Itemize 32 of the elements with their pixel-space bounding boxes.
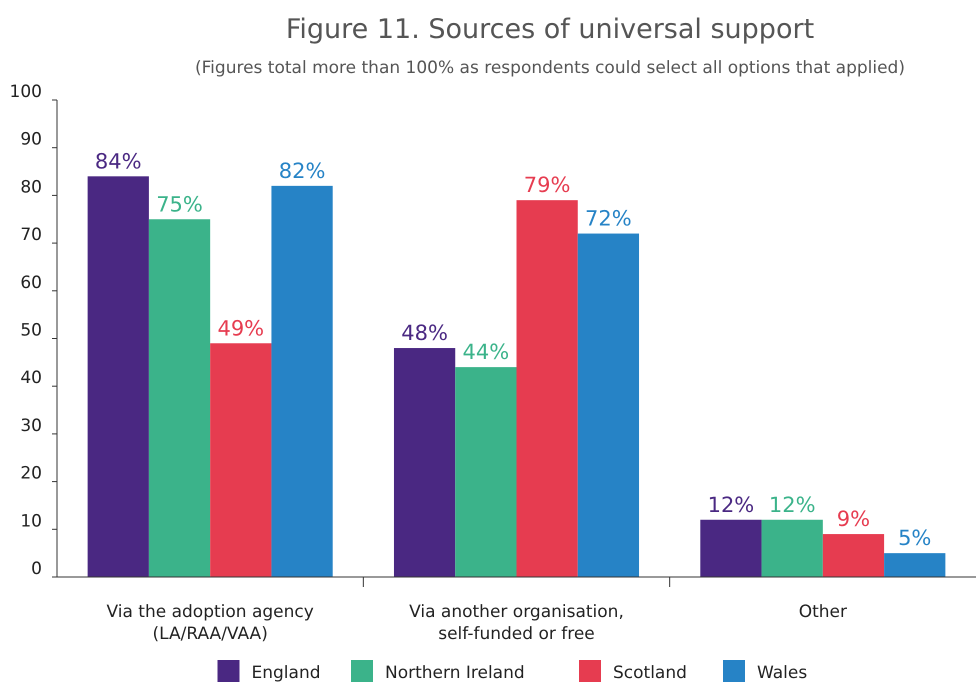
y-tick-label: 50 bbox=[20, 320, 42, 340]
data-label: 75% bbox=[156, 192, 203, 216]
y-tick-label: 10 bbox=[20, 511, 42, 532]
legend-label: Northern Ireland bbox=[385, 663, 525, 683]
data-label: 72% bbox=[585, 206, 632, 231]
x-tick-label: Other bbox=[798, 602, 847, 622]
data-label: 49% bbox=[217, 316, 264, 340]
y-tick-label: 100 bbox=[10, 82, 42, 102]
data-label: 82% bbox=[278, 158, 326, 183]
y-tick-label: 30 bbox=[20, 416, 42, 436]
data-label: 44% bbox=[462, 340, 510, 364]
chart-title: Figure 11. Sources of universal support bbox=[286, 14, 814, 45]
y-tick-label: 80 bbox=[20, 177, 42, 198]
legend-label: England bbox=[252, 663, 321, 683]
y-tick-label: 0 bbox=[31, 559, 42, 579]
x-tick-label: Via the adoption agency (LA/RAA/VAA) bbox=[106, 602, 314, 644]
data-label: 48% bbox=[401, 321, 448, 346]
data-label: 9% bbox=[836, 507, 870, 532]
data-label: 84% bbox=[94, 149, 142, 174]
chart-subtitle: (Figures total more than 100% as respondents could select all options that applied) bbox=[195, 58, 905, 78]
y-tick-label: 90 bbox=[20, 130, 42, 150]
data-label: 79% bbox=[524, 173, 570, 198]
y-tick-label: 70 bbox=[20, 225, 42, 246]
x-tick-label: Via another organisation, self-funded or free bbox=[409, 602, 624, 644]
data-label: 12% bbox=[768, 492, 816, 517]
legend-label: Wales bbox=[757, 663, 808, 683]
y-tick-label: 40 bbox=[20, 368, 42, 388]
data-label: 5% bbox=[898, 526, 932, 550]
y-tick-label: 20 bbox=[20, 464, 42, 484]
data-label: 12% bbox=[708, 492, 754, 517]
y-tick-label: 60 bbox=[20, 272, 42, 293]
legend-label: Scotland bbox=[613, 663, 687, 683]
